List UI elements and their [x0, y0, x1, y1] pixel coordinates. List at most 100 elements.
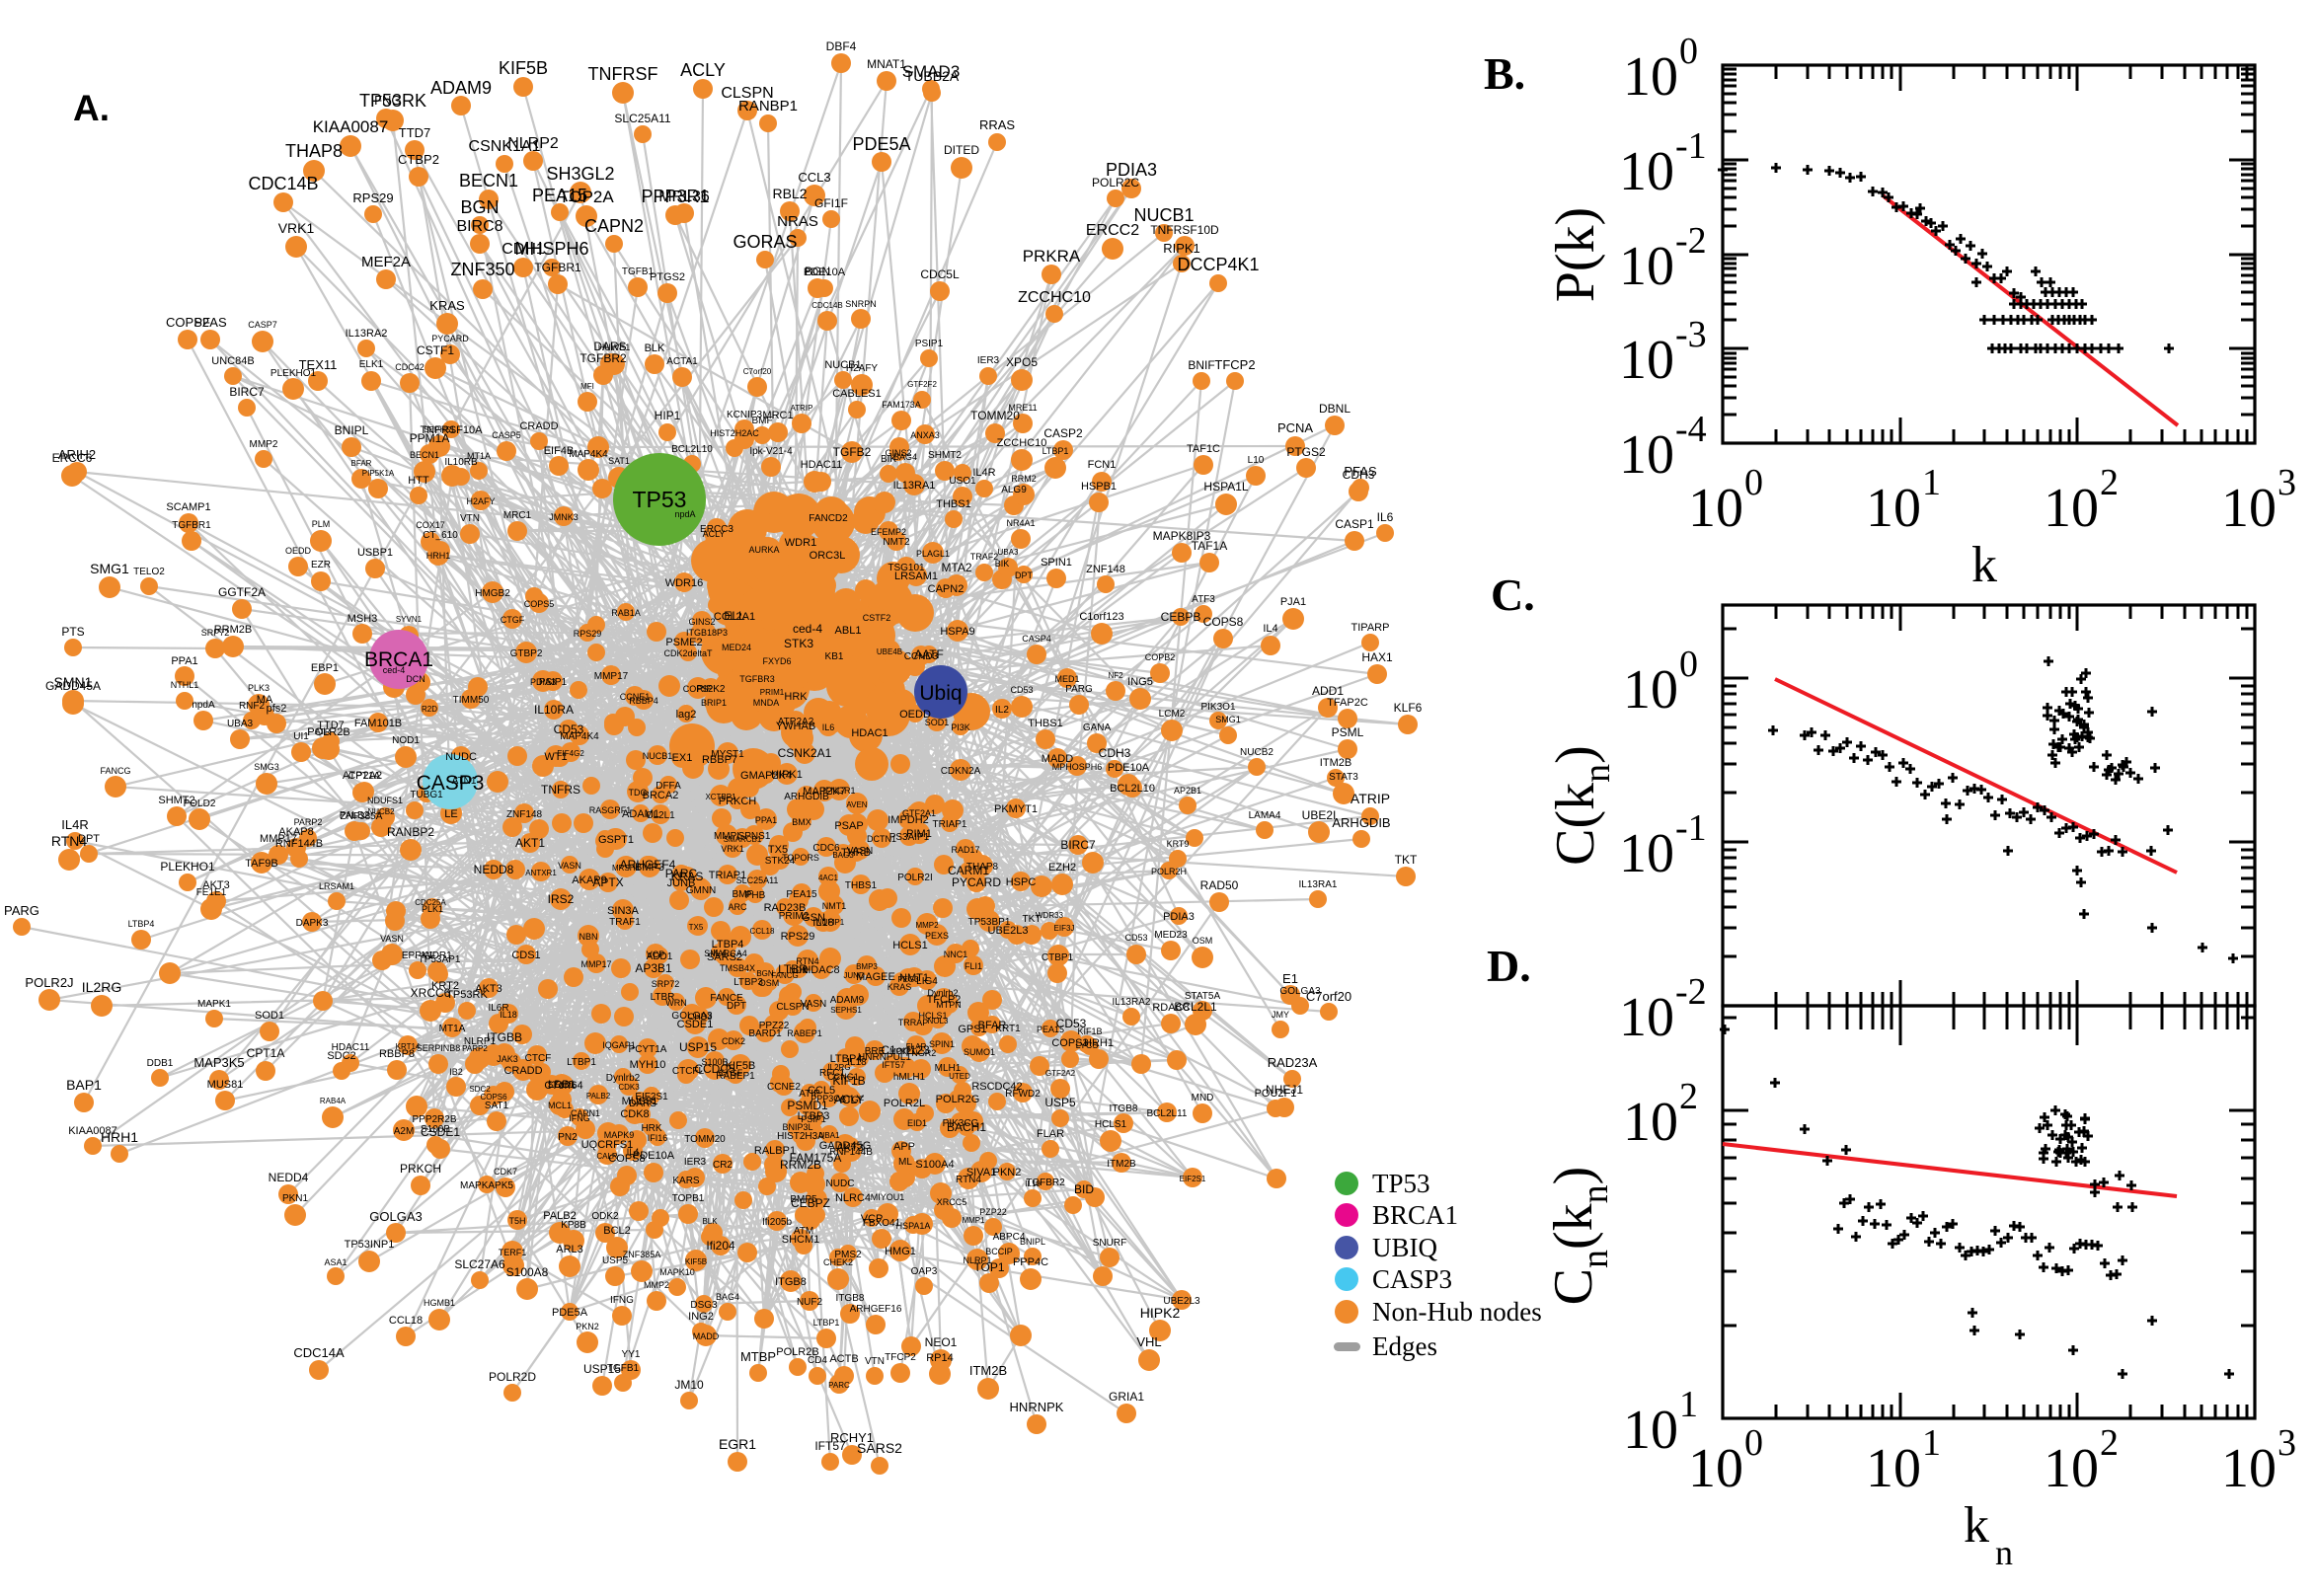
svg-text:LTBP3: LTBP3	[798, 1110, 830, 1122]
svg-text:HAX1: HAX1	[1361, 650, 1393, 664]
svg-text:ADAM9: ADAM9	[430, 78, 492, 98]
svg-text:BARD1: BARD1	[748, 1028, 782, 1039]
svg-text:APP: APP	[893, 1141, 915, 1153]
svg-text:FE1E1: FE1E1	[196, 887, 227, 898]
svg-text:JUNB: JUNB	[667, 877, 696, 889]
svg-text:GPS1: GPS1	[958, 1024, 986, 1035]
svg-text:RABEP1: RABEP1	[716, 1071, 755, 1082]
svg-text:RAD50: RAD50	[1200, 878, 1239, 892]
svg-text:VRK1: VRK1	[721, 844, 744, 854]
svg-text:CCDC5: CCDC5	[694, 1062, 735, 1076]
svg-text:PZP22: PZP22	[979, 1207, 1007, 1217]
svg-text:ARHGEF4: ARHGEF4	[620, 858, 676, 872]
svg-text:GINS2: GINS2	[688, 617, 715, 627]
svg-text:KRT14: KRT14	[396, 1042, 421, 1051]
svg-text:RBBP7: RBBP7	[702, 754, 737, 766]
svg-text:BIRC8: BIRC8	[456, 218, 502, 235]
svg-text:RSCDC42: RSCDC42	[971, 1081, 1022, 1093]
svg-text:10: 10	[1866, 478, 1921, 539]
svg-text:GSN: GSN	[802, 912, 825, 924]
svg-text:UBE2L3: UBE2L3	[988, 925, 1029, 937]
svg-text:EFEMP2: EFEMP2	[871, 527, 906, 537]
svg-text:0: 0	[1744, 462, 1763, 503]
svg-text:PEXS: PEXS	[925, 931, 949, 941]
svg-text:ITGB8: ITGB8	[836, 1293, 865, 1304]
svg-text:CASP5: CASP5	[492, 430, 521, 440]
svg-text:CDC14B: CDC14B	[811, 301, 843, 310]
svg-text:AKT3: AKT3	[475, 983, 502, 995]
svg-text:BRCA1: BRCA1	[364, 648, 433, 671]
svg-text:PARC: PARC	[828, 1381, 850, 1390]
svg-text:RASGRF1: RASGRF1	[589, 805, 632, 815]
svg-text:MTA2: MTA2	[941, 561, 971, 574]
svg-text:MUS81: MUS81	[622, 1096, 658, 1107]
svg-text:TP53RK: TP53RK	[359, 91, 426, 111]
svg-text:MT1A: MT1A	[467, 451, 491, 461]
svg-text:COL2A1: COL2A1	[714, 611, 755, 623]
svg-text:PIK3CG: PIK3CG	[943, 1118, 979, 1129]
svg-text:EGR1: EGR1	[719, 1436, 756, 1452]
svg-text:CSTF1: CSTF1	[417, 343, 454, 357]
svg-text:10: 10	[1688, 478, 1743, 539]
svg-text:HRH1: HRH1	[426, 551, 451, 561]
svg-text:MAPK9: MAPK9	[604, 1130, 635, 1140]
svg-text:RTN4: RTN4	[956, 1175, 981, 1185]
svg-text:T5H: T5H	[508, 1216, 525, 1226]
svg-text:RRM2B: RRM2B	[214, 624, 253, 636]
svg-text:PPP3R1: PPP3R1	[641, 187, 709, 206]
svg-text:-1: -1	[1675, 807, 1707, 849]
svg-text:PSML: PSML	[1332, 725, 1364, 739]
svg-text:DPT: DPT	[1015, 570, 1034, 580]
svg-text:MMPI: MMPI	[714, 831, 739, 842]
svg-text:ATF3: ATF3	[1192, 594, 1215, 605]
svg-text:P(k): P(k)	[1545, 207, 1606, 302]
svg-text:EIF3J: EIF3J	[1054, 924, 1075, 933]
svg-text:DDB1: DDB1	[147, 1058, 174, 1069]
svg-text:MMP2: MMP2	[915, 921, 939, 930]
svg-text:PDE5A: PDE5A	[852, 134, 910, 154]
svg-text:-2: -2	[1675, 220, 1707, 262]
svg-text:SPIN1: SPIN1	[929, 1039, 955, 1049]
svg-text:LTBP4: LTBP4	[712, 939, 744, 950]
svg-text:WRN: WRN	[665, 998, 687, 1008]
svg-text:0: 0	[1744, 1422, 1763, 1464]
svg-text:IL18: IL18	[812, 917, 833, 929]
svg-text:PRKCH: PRKCH	[400, 1162, 441, 1176]
svg-text:XCTBP1: XCTBP1	[705, 793, 736, 801]
svg-text:TRIAP1: TRIAP1	[709, 870, 747, 881]
svg-text:NBN: NBN	[579, 932, 597, 942]
svg-text:HNRNPK: HNRNPK	[1010, 1400, 1064, 1414]
svg-text:S100B: S100B	[421, 1124, 450, 1135]
svg-text:UNC84B: UNC84B	[211, 355, 254, 367]
svg-text:EIF4B: EIF4B	[544, 445, 575, 457]
svg-text:S100A4: S100A4	[915, 1159, 954, 1171]
svg-text:STAT3: STAT3	[1329, 772, 1358, 783]
svg-text:TOMM20: TOMM20	[684, 1134, 726, 1145]
svg-text:ITGB8: ITGB8	[775, 1276, 807, 1288]
svg-text:SNRPN: SNRPN	[845, 299, 877, 309]
svg-text:HUWE1: HUWE1	[598, 342, 631, 352]
svg-text:TRIAP1: TRIAP1	[932, 819, 966, 830]
svg-text:GTF2A1: GTF2A1	[902, 808, 936, 818]
svg-text:ACTB: ACTB	[829, 1353, 858, 1365]
svg-text:10: 10	[1619, 330, 1674, 391]
svg-text:CPT1A: CPT1A	[348, 771, 381, 782]
svg-text:MADD: MADD	[693, 1331, 720, 1341]
svg-text:LTBR: LTBR	[778, 962, 808, 976]
svg-text:DPT: DPT	[727, 1001, 746, 1012]
svg-text:CTGF: CTGF	[719, 1068, 743, 1078]
svg-text:PIK3O1: PIK3O1	[1200, 702, 1235, 713]
svg-text:MRC1: MRC1	[503, 510, 532, 521]
svg-text:MYST1: MYST1	[711, 749, 744, 760]
svg-text:CDC6: CDC6	[812, 843, 840, 854]
svg-text:BLK: BLK	[645, 342, 665, 354]
svg-text:SMG1: SMG1	[1215, 715, 1241, 724]
svg-text:PEA15: PEA15	[532, 186, 587, 205]
svg-text:SCAMP1: SCAMP1	[166, 501, 210, 513]
svg-text:BRCA1: BRCA1	[1372, 1200, 1458, 1230]
svg-text:ZNF148: ZNF148	[506, 809, 543, 820]
svg-text:PEA15: PEA15	[1037, 1025, 1064, 1034]
svg-text:10: 10	[1866, 1438, 1921, 1499]
svg-text:3: 3	[2277, 1422, 2296, 1464]
svg-text:PSAP: PSAP	[834, 820, 863, 832]
